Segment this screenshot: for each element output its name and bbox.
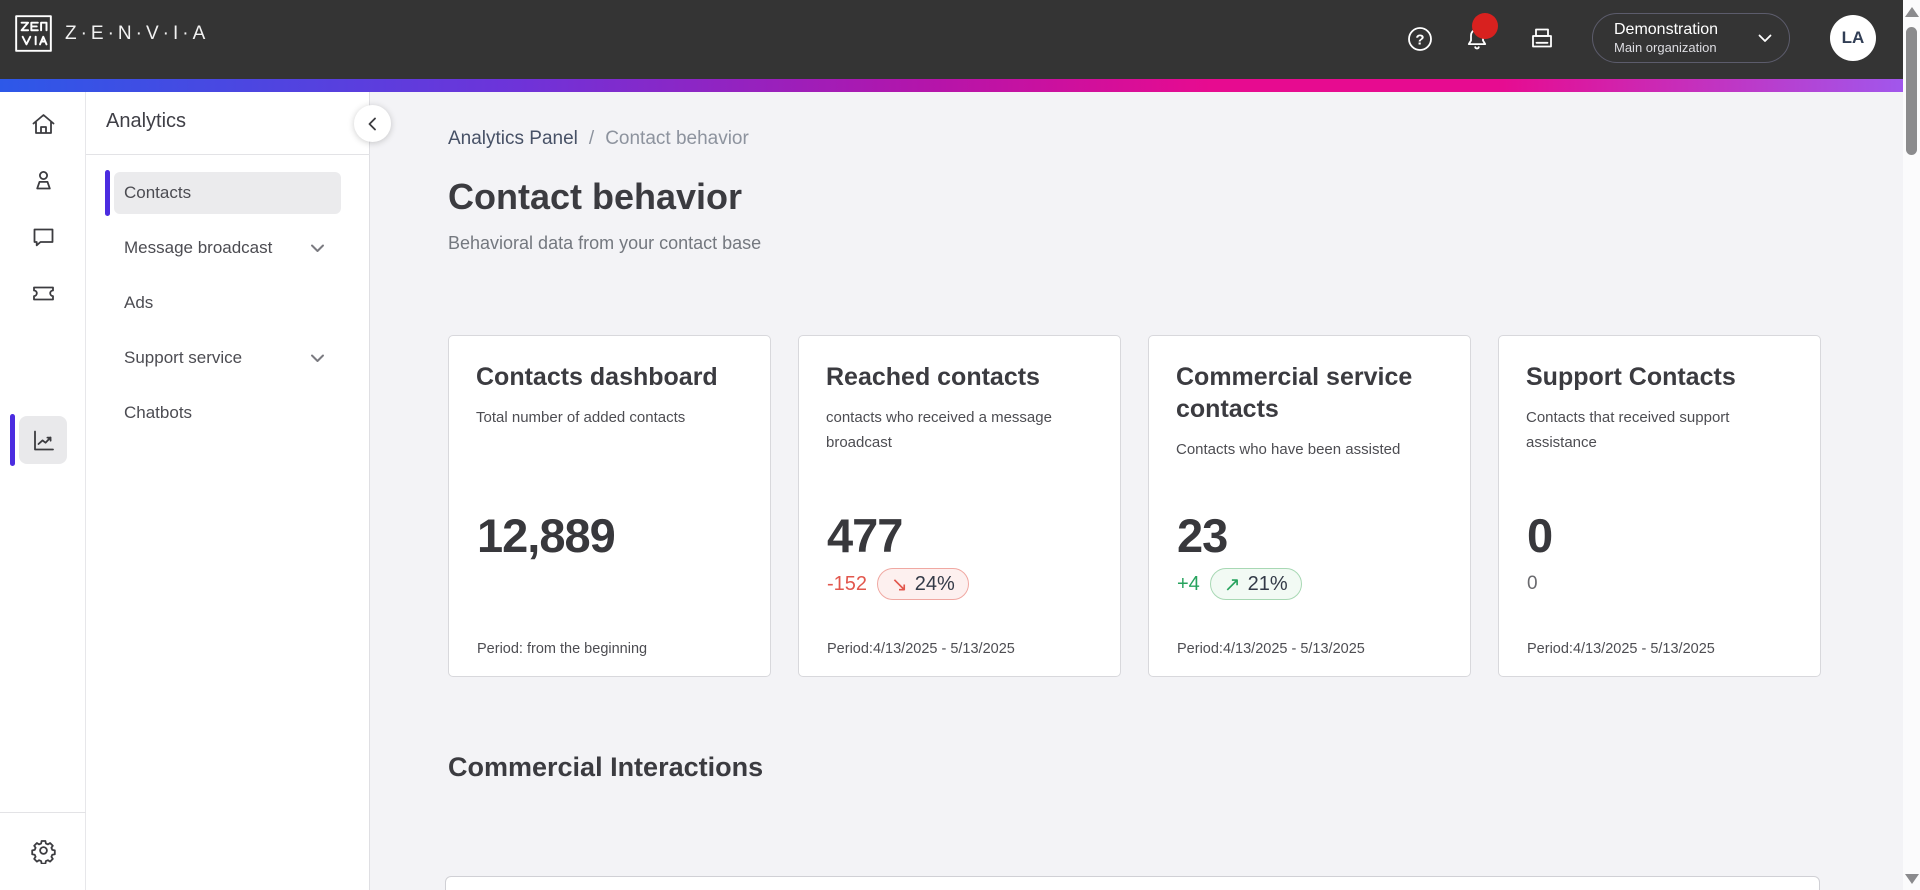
breadcrumb-analytics-panel-link[interactable]: Analytics Panel bbox=[448, 128, 578, 149]
organization-subtitle: Main organization bbox=[1614, 39, 1717, 55]
menu-item-label: Ads bbox=[124, 293, 154, 312]
zenvia-logo-icon bbox=[15, 15, 52, 52]
rail-contacts-icon[interactable] bbox=[19, 156, 67, 204]
brand[interactable]: Z·E·N·V·I·A bbox=[14, 14, 209, 53]
svg-text:?: ? bbox=[1415, 32, 1424, 49]
card-title: Reached contacts bbox=[826, 363, 1040, 391]
panel-title: Analytics bbox=[106, 110, 187, 132]
card-period: Period: from the beginning bbox=[477, 641, 648, 657]
card-delta-row: -152 ↘ 24% bbox=[827, 567, 969, 601]
rail-divider bbox=[0, 812, 86, 813]
active-item-indicator bbox=[105, 170, 110, 216]
analytics-sidebar-panel: Analytics Contacts Message broadcast Ads… bbox=[86, 92, 370, 890]
panel-divider bbox=[86, 154, 370, 155]
reached-contacts-card: Reached contacts contacts who received a… bbox=[798, 335, 1121, 677]
card-description: Contacts that received support assistanc… bbox=[1526, 409, 1730, 451]
brand-gradient-bar bbox=[0, 79, 1920, 92]
rail-tickets-icon[interactable] bbox=[19, 268, 67, 316]
card-value: 477 bbox=[827, 509, 903, 562]
trend-down-arrow-icon: ↘ bbox=[891, 573, 908, 596]
card-description: contacts who received a message broadcas… bbox=[826, 409, 1052, 451]
card-value: 12,889 bbox=[477, 509, 616, 562]
rail-settings-gear-icon[interactable] bbox=[19, 826, 67, 874]
notification-dot bbox=[1472, 13, 1498, 39]
menu-item-support-service[interactable]: Support service bbox=[105, 337, 341, 379]
chevron-down-icon bbox=[311, 244, 324, 252]
chevron-down-icon bbox=[1758, 34, 1772, 42]
card-delta-row: 0 bbox=[1527, 567, 1538, 601]
avatar-initials: LA bbox=[1841, 28, 1865, 47]
page-subtitle: Behavioral data from your contact base bbox=[448, 233, 762, 253]
card-value: 0 bbox=[1527, 509, 1553, 562]
page-title: Contact behavior bbox=[448, 176, 743, 217]
collapse-panel-button[interactable] bbox=[354, 105, 391, 142]
card-description: Contacts who have been assisted bbox=[1176, 441, 1401, 458]
menu-item-chatbots[interactable]: Chatbots bbox=[105, 392, 341, 434]
user-avatar[interactable]: LA bbox=[1830, 15, 1876, 61]
card-title: Support Contacts bbox=[1526, 363, 1736, 391]
delta-value: 0 bbox=[1527, 573, 1538, 594]
menu-item-message-broadcast[interactable]: Message broadcast bbox=[105, 227, 341, 269]
commercial-interactions-heading: Commercial Interactions bbox=[448, 752, 764, 782]
organization-name: Demonstration bbox=[1614, 20, 1719, 38]
card-period: Period:4/13/2025 - 5/13/2025 bbox=[1527, 641, 1715, 657]
delta-percent: 24% bbox=[914, 572, 955, 595]
card-title: Contacts dashboard bbox=[476, 363, 718, 391]
menu-item-label: Support service bbox=[124, 348, 243, 367]
menu-item-ads[interactable]: Ads bbox=[105, 282, 341, 324]
help-icon[interactable]: ? bbox=[1405, 24, 1435, 54]
menu-item-label: Message broadcast bbox=[124, 238, 273, 257]
scrollbar-thumb[interactable] bbox=[1906, 27, 1917, 155]
menu-item-contacts[interactable]: Contacts bbox=[105, 170, 341, 216]
main-content: Analytics Panel / Contact behavior Conta… bbox=[371, 92, 1920, 890]
breadcrumb-current: Contact behavior bbox=[605, 128, 749, 149]
brand-wordmark: Z·E·N·V·I·A bbox=[65, 22, 210, 44]
scroll-up-arrow[interactable] bbox=[1905, 7, 1919, 17]
rail-conversations-icon[interactable] bbox=[19, 213, 67, 261]
chevron-left-icon bbox=[368, 117, 376, 130]
delta-value: -152 bbox=[827, 572, 868, 595]
card-description: Total number of added contacts bbox=[476, 409, 686, 426]
top-bar: Z·E·N·V·I·A ? Demonstration Main organiz… bbox=[0, 0, 1920, 79]
organization-selector[interactable]: Demonstration Main organization bbox=[1592, 13, 1790, 63]
menu-item-label: Chatbots bbox=[124, 403, 193, 422]
rail-active-indicator bbox=[10, 414, 15, 466]
support-contacts-card: Support Contacts Contacts that received … bbox=[1498, 335, 1821, 677]
card-period: Period:4/13/2025 - 5/13/2025 bbox=[827, 641, 1015, 657]
rail-analytics-icon[interactable] bbox=[19, 416, 67, 464]
delta-value: +4 bbox=[1177, 572, 1200, 595]
trend-badge-up: ↗ 21% bbox=[1209, 568, 1302, 600]
card-delta-row: +4 ↗ 21% bbox=[1177, 567, 1302, 601]
menu-item-label: Contacts bbox=[124, 183, 192, 202]
card-value: 23 bbox=[1177, 509, 1228, 562]
printer-icon[interactable] bbox=[1527, 24, 1557, 54]
icon-rail bbox=[0, 92, 86, 890]
trend-badge-down: ↘ 24% bbox=[877, 568, 969, 600]
trend-up-arrow-icon: ↗ bbox=[1223, 573, 1241, 596]
commercial-service-contacts-card: Commercial service contacts Contacts who… bbox=[1148, 335, 1471, 677]
breadcrumb: Analytics Panel / Contact behavior bbox=[448, 128, 749, 150]
delta-percent: 21% bbox=[1247, 572, 1288, 595]
contacts-dashboard-card: Contacts dashboard Total number of added… bbox=[448, 335, 771, 677]
scroll-down-arrow[interactable] bbox=[1905, 874, 1919, 884]
vertical-scrollbar[interactable] bbox=[1903, 0, 1920, 890]
analytics-menu: Contacts Message broadcast Ads Support s… bbox=[86, 170, 370, 447]
rail-home-icon[interactable] bbox=[19, 100, 67, 148]
chevron-down-icon bbox=[311, 354, 324, 362]
stat-cards-row: Contacts dashboard Total number of added… bbox=[448, 335, 1821, 677]
card-title: Commercial service contacts bbox=[1176, 363, 1413, 423]
card-period: Period:4/13/2025 - 5/13/2025 bbox=[1177, 641, 1365, 657]
breadcrumb-separator: / bbox=[588, 128, 595, 149]
commercial-interactions-card bbox=[445, 876, 1820, 890]
